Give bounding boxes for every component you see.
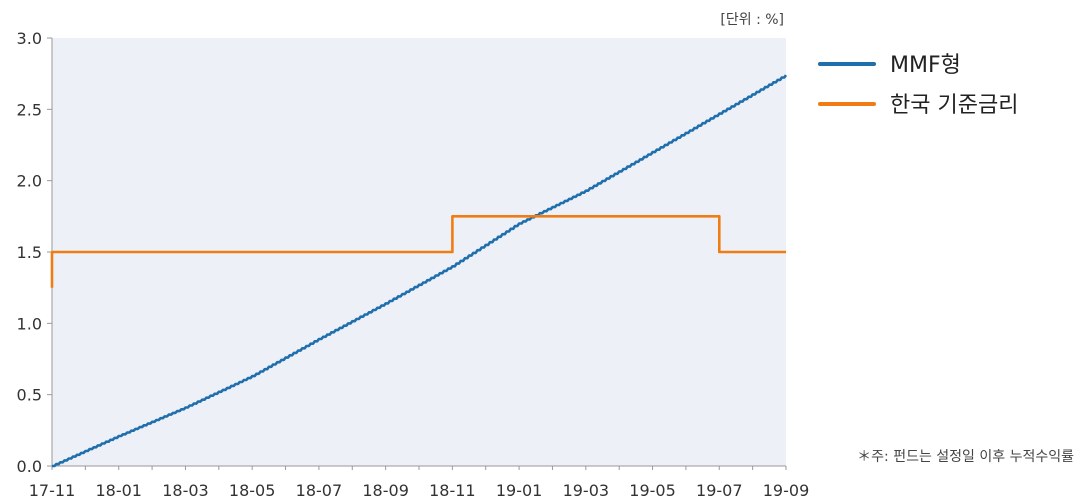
x-tick-label: 17-11 <box>29 481 76 500</box>
unit-label: [단위 : %] <box>720 12 784 28</box>
footnote: ＊주: 펀드는 설정일 이후 누적수익률 <box>857 449 1074 465</box>
series-line-1 <box>52 74 788 468</box>
x-tick-label: 19-01 <box>496 481 543 500</box>
x-tick-label: 19-07 <box>696 481 743 500</box>
y-tick-label: 1.5 <box>17 243 42 262</box>
x-tick-label: 18-01 <box>95 481 142 500</box>
x-axis: 17-11 18-01 18-03 18-05 18-07 18-09 18-11 19-01… <box>29 465 810 500</box>
x-tick-label: 18-05 <box>229 481 276 500</box>
y-tick-label: 1.0 <box>17 314 42 333</box>
x-tick-label: 18-03 <box>162 481 209 500</box>
y-tick-label: 0.5 <box>17 386 42 405</box>
x-tick-label: 18-07 <box>296 481 343 500</box>
y-tick-label: 0.0 <box>17 457 42 476</box>
legend-label: MMF형 <box>890 53 961 78</box>
y-tick-label: 2.5 <box>17 100 42 119</box>
x-tick-label: 19-09 <box>763 481 810 500</box>
x-tick-label: 19-05 <box>629 481 676 500</box>
x-tick-label: 18-11 <box>429 481 476 500</box>
series-line-2 <box>50 215 786 288</box>
y-axis: 0.0 0.5 1.0 1.5 2.0 2.5 3.0 <box>17 29 53 476</box>
x-tick-label: 18-09 <box>362 481 409 500</box>
y-tick-label: 3.0 <box>17 29 42 48</box>
series-layer <box>50 74 788 468</box>
y-tick-label: 2.0 <box>17 172 42 191</box>
x-tick-label: 19-03 <box>563 481 610 500</box>
legend-label: 한국 기준금리 <box>890 93 1018 118</box>
